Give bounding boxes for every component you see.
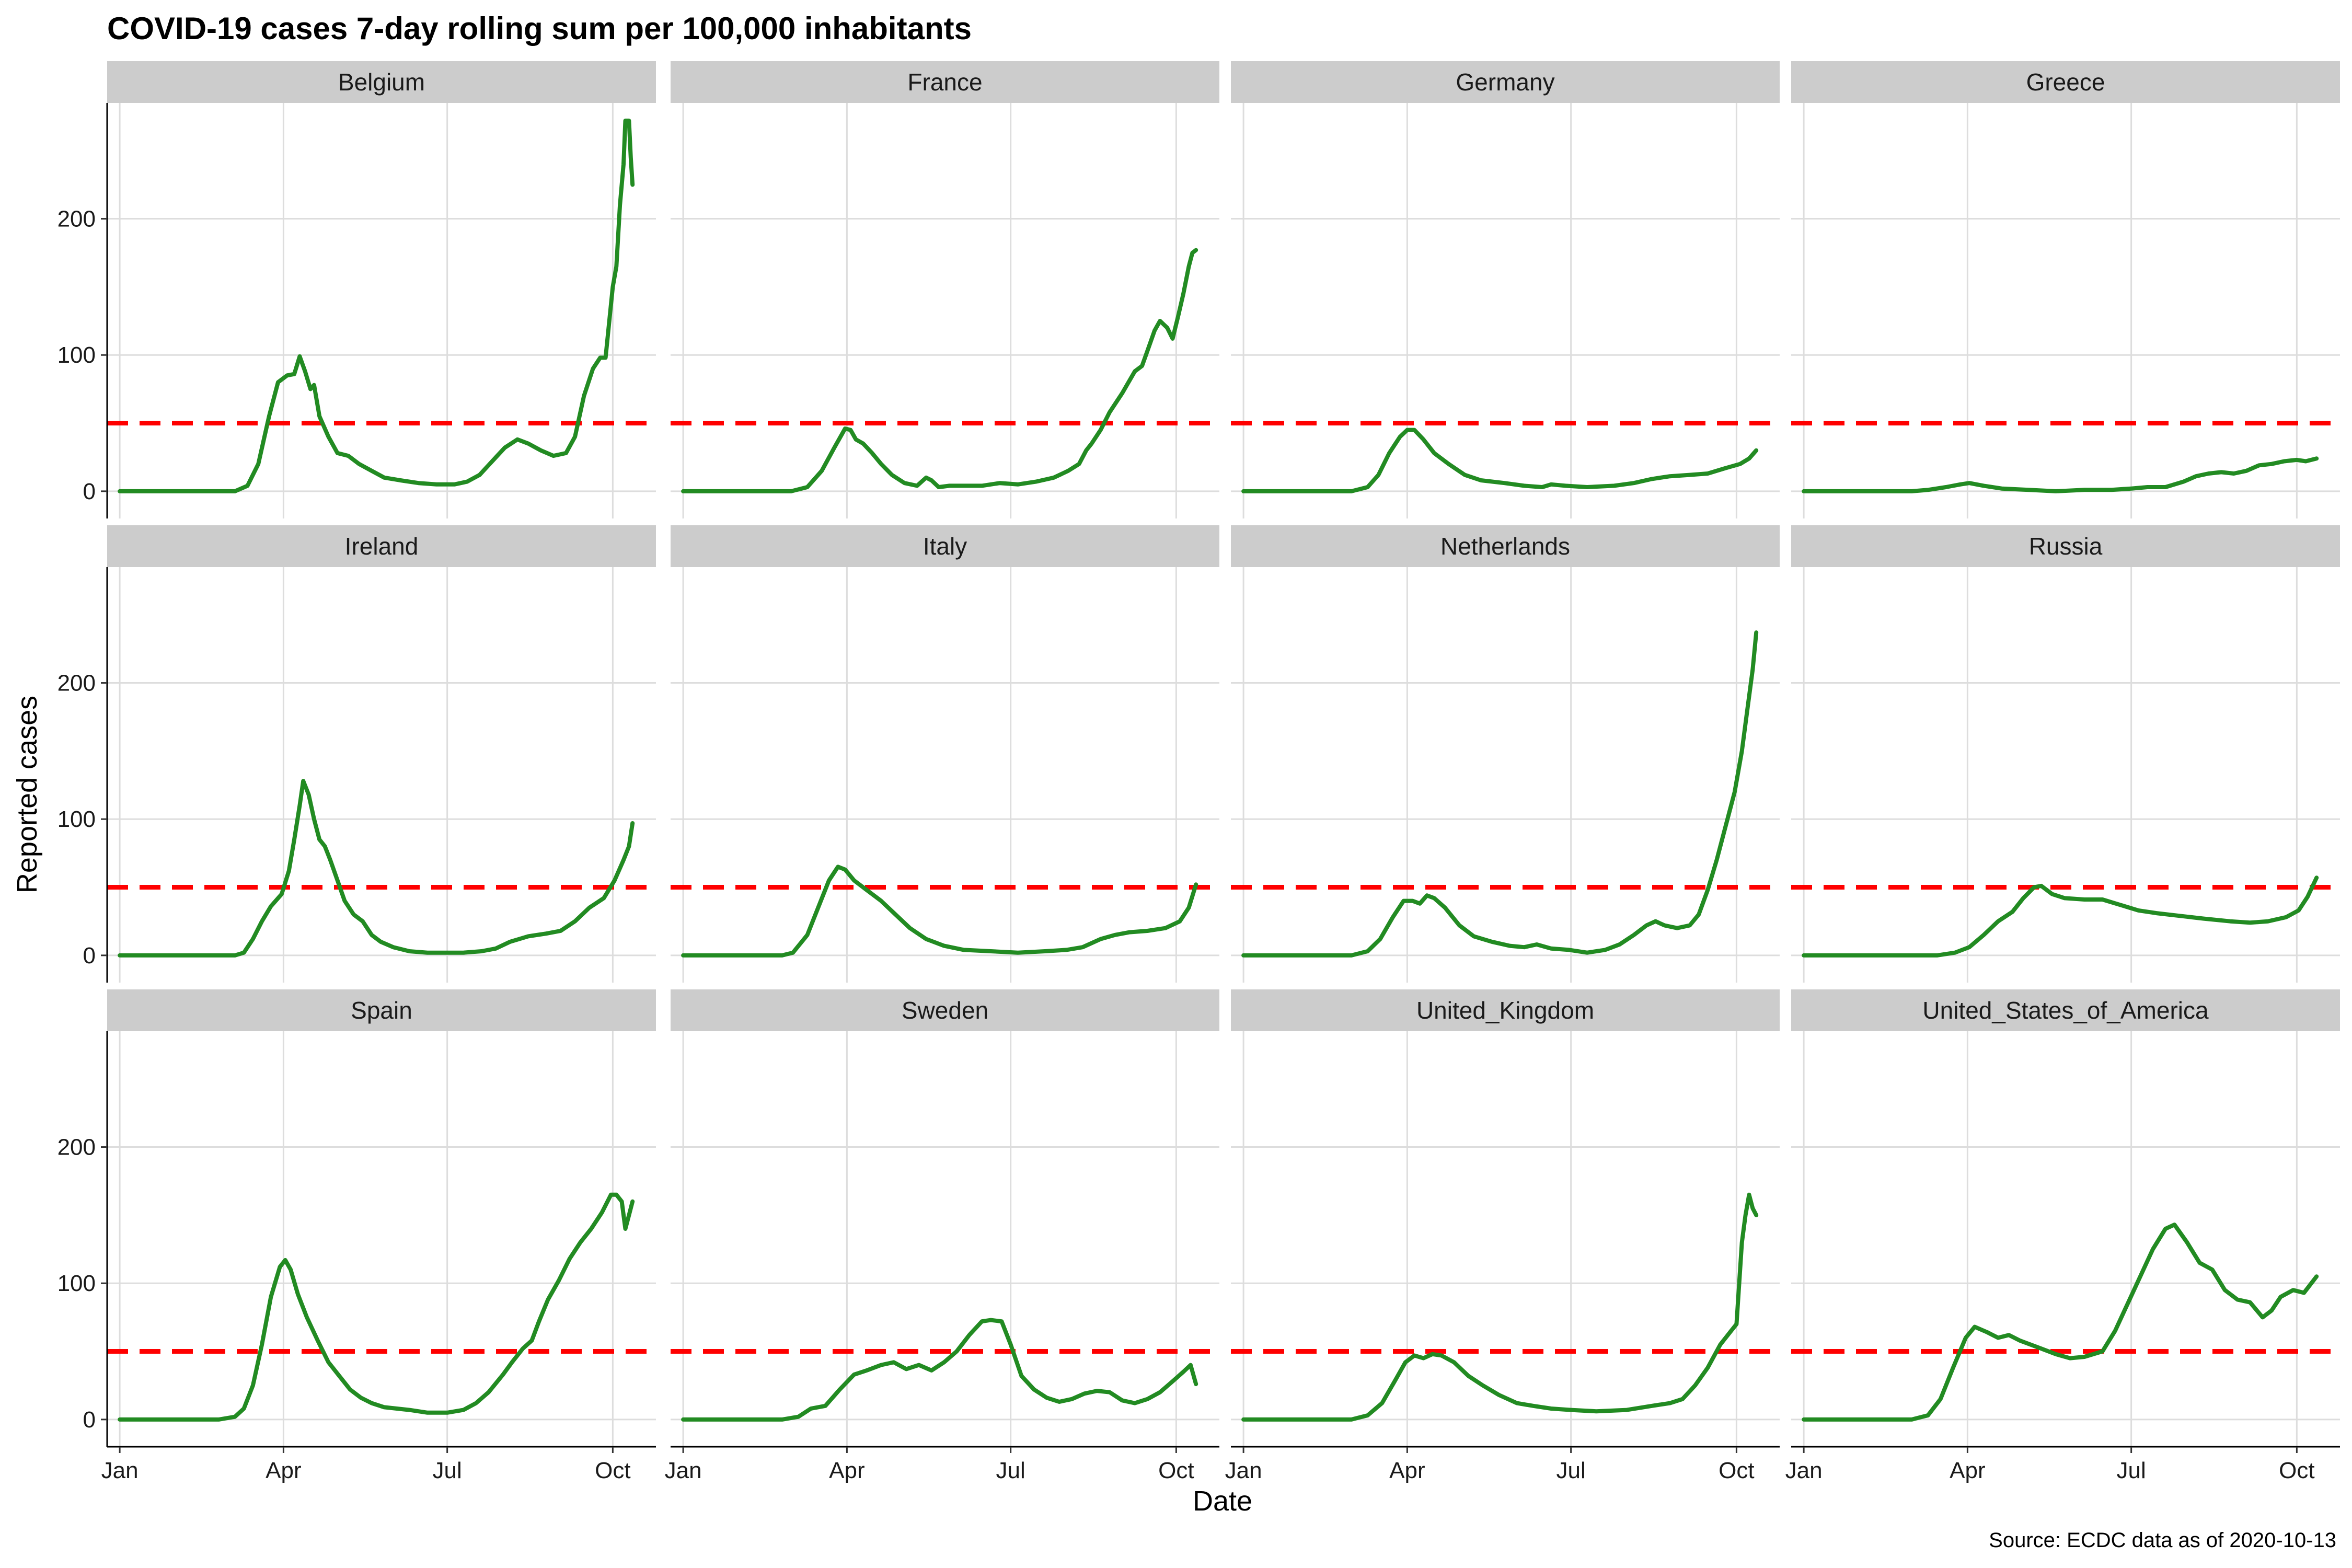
facet-strip: [671, 989, 1219, 1031]
facet-panel: Russia: [1791, 525, 2340, 983]
series-line: [1241, 1192, 1759, 1422]
x-tick-label: Jul: [1557, 1458, 1586, 1483]
facet-panel: Greece: [1791, 61, 2340, 518]
facet-strip: [1231, 989, 1780, 1031]
facet-panel: Germany: [1231, 61, 1780, 518]
facet-strip-label: United_Kingdom: [1416, 997, 1594, 1024]
series-line: [1802, 1223, 2319, 1422]
facet-panel: Italy: [671, 525, 1219, 983]
facet-panel: Ireland 0 100 200: [57, 525, 656, 983]
facet-strip: [671, 61, 1219, 103]
facet-strip-label: Ireland: [345, 533, 419, 560]
source-caption: Source: ECDC data as of 2020-10-13: [1989, 1529, 2336, 1552]
series-line: [1802, 456, 2319, 493]
x-tick-label: Jul: [433, 1458, 462, 1483]
facet-strip: [1231, 525, 1780, 567]
facet-strip-label: Spain: [351, 997, 412, 1024]
y-axis-title: Reported cases: [11, 696, 43, 893]
facet-strip: [1231, 61, 1780, 103]
chart-title: COVID-19 cases 7-day rolling sum per 100…: [107, 11, 972, 46]
y-tick-label: 200: [57, 1135, 96, 1160]
series-line: [681, 1318, 1198, 1422]
y-tick-label: 0: [83, 943, 96, 969]
x-tick-label: Apr: [829, 1458, 864, 1483]
series-line: [1241, 630, 1759, 958]
series-line: [681, 864, 1198, 958]
x-tick-label: Oct: [2279, 1458, 2314, 1483]
y-tick-label: 100: [57, 342, 96, 368]
facet-strip: [671, 525, 1219, 567]
x-tick-label: Apr: [1389, 1458, 1425, 1483]
x-tick-label: Jul: [996, 1458, 1025, 1483]
x-tick-label: Apr: [266, 1458, 301, 1483]
facet-strip: [1791, 525, 2340, 567]
facet-strip: [1791, 989, 2340, 1031]
series-line: [1241, 428, 1759, 493]
facet-strip: [1791, 61, 2340, 103]
facet-panel: Spain 0 100 200 Jan Apr Jul Oct: [57, 989, 656, 1483]
facet-panel: France: [671, 61, 1219, 518]
series-line: [118, 1192, 635, 1422]
facet-panel: United_Kingdom Jan Apr Jul Oct: [1225, 989, 1780, 1483]
panels-group: Belgium 0 100 200 France Germany Greece Ireland…: [57, 61, 2340, 1483]
x-tick-label: Oct: [1719, 1458, 1754, 1483]
series-line: [1802, 875, 2319, 958]
facet-strip-label: France: [907, 68, 982, 96]
facet-strip: [107, 989, 656, 1031]
y-tick-label: 200: [57, 671, 96, 696]
y-tick-label: 0: [83, 479, 96, 504]
facet-strip-label: Belgium: [338, 68, 425, 96]
series-line: [118, 118, 635, 493]
x-tick-label: Jul: [2117, 1458, 2146, 1483]
y-tick-label: 100: [57, 1271, 96, 1296]
facet-strip-label: Italy: [923, 533, 967, 560]
x-axis-title: Date: [1193, 1485, 1252, 1517]
facet-strip-label: Greece: [2026, 68, 2105, 96]
facet-strip-label: Germany: [1456, 68, 1554, 96]
facet-panel: Netherlands: [1231, 525, 1780, 983]
x-tick-label: Apr: [1950, 1458, 1985, 1483]
x-tick-label: Jan: [101, 1458, 139, 1483]
x-tick-label: Jan: [665, 1458, 702, 1483]
facet-panel: Belgium 0 100 200: [57, 61, 656, 518]
series-line: [118, 779, 635, 958]
facet-strip-label: Sweden: [902, 997, 988, 1024]
facet-strip-label: United_States_of_America: [1922, 997, 2209, 1024]
facet-panel: United_States_of_America Jan Apr Jul Oct: [1785, 989, 2340, 1483]
y-tick-label: 0: [83, 1407, 96, 1433]
y-tick-label: 100: [57, 806, 96, 832]
facet-strip-label: Netherlands: [1440, 533, 1570, 560]
facet-panel: Sweden Jan Apr Jul Oct: [665, 989, 1219, 1483]
facet-strip: [107, 525, 656, 567]
series-line: [681, 248, 1198, 493]
facet-strip-label: Russia: [2029, 533, 2103, 560]
x-tick-label: Jan: [1225, 1458, 1262, 1483]
x-tick-label: Oct: [1158, 1458, 1194, 1483]
y-tick-label: 200: [57, 206, 96, 232]
x-tick-label: Jan: [1785, 1458, 1823, 1483]
x-tick-label: Oct: [595, 1458, 630, 1483]
facet-strip: [107, 61, 656, 103]
